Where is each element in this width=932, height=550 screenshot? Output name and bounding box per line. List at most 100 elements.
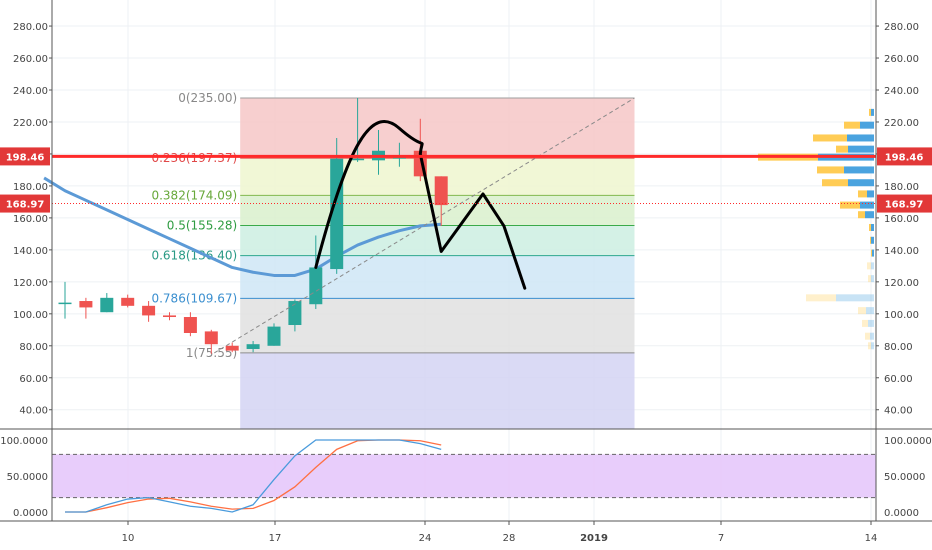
fib-label-0.5: 0.5(155.28) <box>167 218 237 232</box>
candle-body <box>246 344 260 349</box>
y-tick-left: 40.00 <box>19 406 48 417</box>
volume-bar-blue <box>860 121 874 129</box>
fib-zone-0 <box>240 97 635 159</box>
volume-profile <box>758 108 874 350</box>
stoch-tick-left: 50.0000 <box>7 472 48 483</box>
x-tick-17: 17 <box>269 533 282 544</box>
x-tick-7: 7 <box>718 533 724 544</box>
volume-bar-yellow <box>858 307 866 315</box>
volume-bar-blue <box>871 108 874 116</box>
candle-body <box>309 267 323 305</box>
volume-bar-yellow <box>869 223 871 231</box>
volume-bar-blue <box>836 294 874 302</box>
y-tick-left: 140.00 <box>13 246 48 257</box>
y-tick-right: 40.00 <box>884 406 913 417</box>
volume-bar-blue <box>867 190 874 198</box>
fib-zone-0.786 <box>240 298 635 353</box>
price-tag-left: 168.97 <box>6 200 45 211</box>
fib-zone-1 <box>240 352 635 429</box>
volume-bar-yellow <box>868 275 871 283</box>
volume-bar-yellow <box>862 319 868 327</box>
volume-bar-yellow <box>858 190 867 198</box>
x-tick-28: 28 <box>503 533 516 544</box>
y-tick-left: 120.00 <box>13 278 48 289</box>
candle-body <box>434 176 448 206</box>
stoch-tick-left: 100.0000 <box>0 436 48 447</box>
stoch-tick-right: 0.0000 <box>884 508 919 519</box>
x-tick-2019: 2019 <box>580 533 608 544</box>
volume-bar-blue <box>848 179 874 187</box>
y-tick-right: 140.00 <box>884 246 919 257</box>
volume-bar-blue <box>844 166 874 174</box>
candle-body <box>288 301 302 326</box>
trend-line[interactable] <box>214 97 635 354</box>
volume-bar-yellow <box>813 134 847 142</box>
volume-bar-yellow <box>867 262 871 270</box>
y-tick-right: 160.00 <box>884 214 919 225</box>
stochastic-lines <box>65 439 442 513</box>
y-tick-left: 60.00 <box>19 374 48 385</box>
projection-path <box>314 120 527 290</box>
volume-bar-yellow <box>836 145 848 153</box>
price-tag-right: 168.97 <box>885 200 924 211</box>
candle-body <box>267 326 281 346</box>
price-tag-right: 198.46 <box>885 152 924 163</box>
y-tick-left: 80.00 <box>19 342 48 353</box>
stochastic-band <box>52 453 876 499</box>
x-tick-14: 14 <box>865 533 878 544</box>
panel-frames <box>0 0 932 522</box>
volume-bar-yellow <box>817 166 844 174</box>
price-labels: 198.46 198.46 168.97 168.97 <box>0 147 932 213</box>
candle-body <box>163 315 176 318</box>
candle-body <box>225 345 239 351</box>
fib-label-0.786: 0.786(109.67) <box>151 291 237 305</box>
candle-body <box>58 302 72 305</box>
volume-bar-blue <box>847 134 874 142</box>
y-tick-right: 220.00 <box>884 118 919 129</box>
candle-body <box>204 331 218 345</box>
candle-body <box>351 158 365 161</box>
candle-body <box>79 301 93 308</box>
price-tag-right-bg <box>877 194 932 213</box>
y-tick-left: 240.00 <box>13 86 48 97</box>
ema-curve <box>43 176 442 277</box>
horizontal-lines[interactable] <box>52 154 876 205</box>
volume-bar-blue <box>871 275 874 283</box>
volume-bar-blue <box>865 211 874 219</box>
volume-bar-blue <box>860 201 874 209</box>
volume-bar-blue <box>871 223 874 231</box>
ema-line <box>43 176 442 277</box>
y-tick-right: 80.00 <box>884 342 913 353</box>
x-tick-24: 24 <box>419 533 432 544</box>
projection-drawing[interactable] <box>314 120 527 290</box>
y-tick-right: 240.00 <box>884 86 919 97</box>
x-tick-10: 10 <box>122 533 135 544</box>
y-tick-right: 100.00 <box>884 310 919 321</box>
stoch-tick-left: 0.0000 <box>13 508 48 519</box>
candle-body <box>100 297 114 313</box>
fib-label-0.382: 0.382(174.09) <box>151 188 237 202</box>
y-tick-left: 260.00 <box>13 54 48 65</box>
y-tick-left: 220.00 <box>13 118 48 129</box>
y-tick-right: 60.00 <box>884 374 913 385</box>
volume-bar-blue <box>868 319 874 327</box>
volume-bar-blue <box>871 342 874 350</box>
y-tick-right: 280.00 <box>884 22 919 33</box>
volume-bar-yellow <box>806 294 836 302</box>
volume-bar-blue <box>871 236 874 244</box>
volume-bar-yellow <box>844 121 860 129</box>
volume-bar-blue <box>848 145 874 153</box>
trendline-dashed <box>214 97 635 354</box>
volume-bar-yellow <box>840 201 860 209</box>
volume-bar-yellow <box>822 179 848 187</box>
y-tick-left: 160.00 <box>13 214 48 225</box>
fib-zone-0.618 <box>240 255 635 299</box>
y-tick-right: 260.00 <box>884 54 919 65</box>
y-tick-left: 100.00 <box>13 310 48 321</box>
candle-body <box>142 305 156 316</box>
fib-label-0.236: 0.236(197.37) <box>151 151 237 165</box>
volume-bar-yellow <box>868 342 871 350</box>
price-tag-left-bg <box>0 194 50 213</box>
y-tick-right: 120.00 <box>884 278 919 289</box>
